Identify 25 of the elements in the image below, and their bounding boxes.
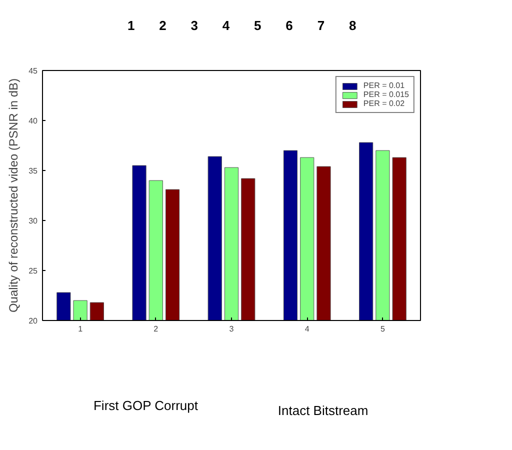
text: First GOP Corrupt — [93, 398, 198, 413]
y-axis-title: Quality of reconstructed video (PSNR in dB) — [6, 78, 21, 313]
text: 1 — [127, 18, 135, 33]
y-tick-label: 35 — [28, 166, 38, 176]
x-tick-label: 3 — [229, 324, 234, 334]
x-tick-label: 1 — [78, 324, 84, 334]
y-tick-label: 30 — [28, 216, 38, 226]
legend-label: PER = 0.02 — [363, 99, 405, 108]
x-tick-label: 2 — [154, 324, 159, 334]
x-tick-label: 4 — [304, 324, 310, 334]
text: 2 — [159, 18, 166, 33]
y-tick-label: 40 — [28, 116, 38, 126]
text: 6 — [286, 18, 293, 33]
legend-label: PER = 0.015 — [363, 90, 409, 99]
text: 4 — [222, 18, 230, 33]
text: 3 — [190, 18, 198, 33]
y-tick-label: 20 — [28, 316, 38, 326]
text: Intact Bitstream — [278, 403, 368, 418]
x-tick-label: 5 — [380, 324, 386, 334]
y-tick-label: 25 — [28, 266, 38, 276]
text: 5 — [254, 18, 262, 33]
text: 7 — [317, 18, 325, 33]
legend-label: PER = 0.01 — [363, 81, 405, 90]
text: 8 — [348, 18, 356, 33]
y-tick-label: 45 — [28, 66, 38, 76]
